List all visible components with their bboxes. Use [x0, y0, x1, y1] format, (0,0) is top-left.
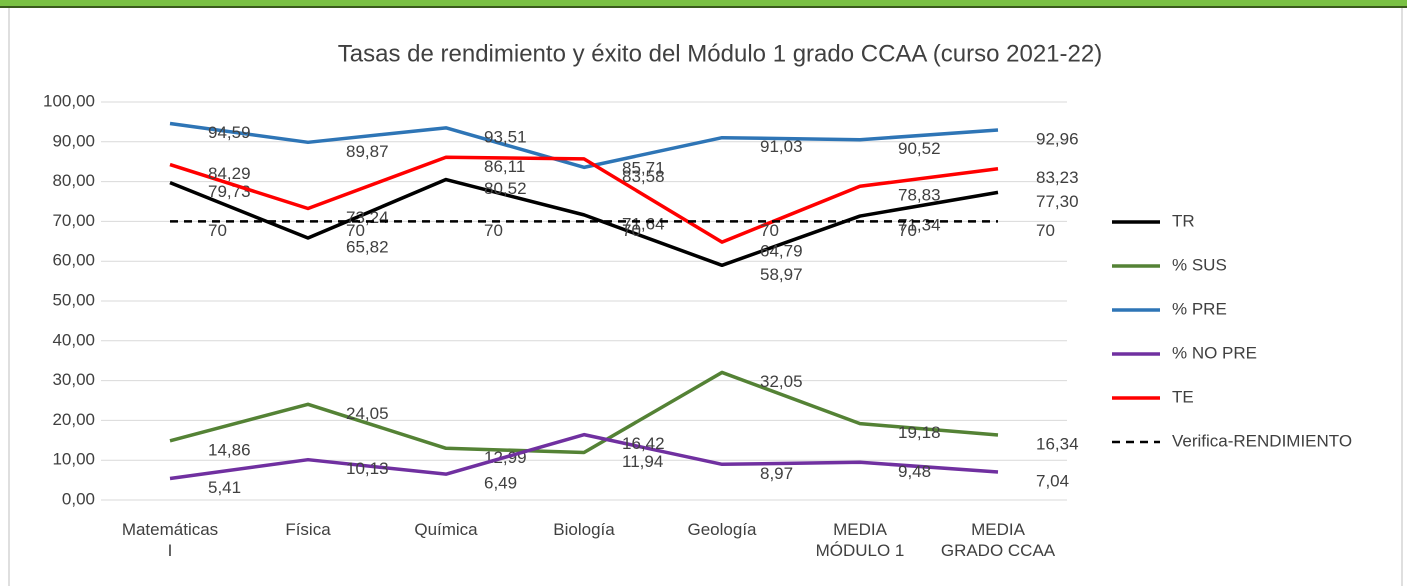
- top-band: [0, 0, 1407, 6]
- data-label: 89,87: [346, 142, 389, 161]
- data-label: 70: [622, 221, 641, 240]
- data-label: 94,59: [208, 123, 251, 142]
- data-label: 86,11: [484, 157, 525, 176]
- data-label: 92,96: [1036, 130, 1079, 149]
- x-tick-label: Química: [414, 520, 478, 539]
- data-label: 78,83: [898, 186, 941, 205]
- x-tick-label: Geología: [687, 520, 757, 539]
- data-label: 70: [1036, 221, 1055, 240]
- legend-label: % NO PRE: [1172, 343, 1257, 362]
- legend-label: TR: [1172, 211, 1195, 230]
- y-tick-label: 10,00: [52, 450, 95, 469]
- data-label: 90,52: [898, 139, 941, 158]
- series-line: [169, 155, 999, 244]
- data-label: 32,05: [760, 372, 803, 391]
- data-label: 14,86: [208, 440, 251, 459]
- legend-label: % PRE: [1172, 299, 1227, 318]
- data-label: 8,97: [760, 464, 793, 483]
- legend-label: TE: [1172, 387, 1194, 406]
- data-label: 80,52: [484, 179, 527, 198]
- data-label: 64,79: [760, 242, 803, 261]
- y-tick-label: 0,00: [62, 489, 95, 508]
- data-label: 16,34: [1036, 434, 1079, 453]
- data-label: 71,64: [622, 214, 665, 233]
- data-label: 84,29: [208, 164, 251, 183]
- data-label: 11,94: [622, 452, 663, 471]
- data-label: 58,97: [760, 265, 803, 284]
- y-tick-label: 60,00: [52, 251, 95, 270]
- legend-label: Verifica-RENDIMIENTO: [1172, 431, 1352, 450]
- y-tick-label: 50,00: [52, 290, 95, 309]
- data-label: 77,30: [1036, 192, 1079, 211]
- y-tick-label: 100,00: [43, 91, 95, 110]
- y-tick-label: 90,00: [52, 131, 95, 150]
- chart-title: Tasas de rendimiento y éxito del Módulo …: [338, 40, 1102, 67]
- data-label: 70: [760, 221, 779, 240]
- data-label: 91,03: [760, 137, 803, 156]
- series-line: [169, 177, 999, 268]
- data-label: 6,49: [484, 474, 517, 493]
- data-label: 85,71: [622, 158, 665, 177]
- data-label: 7,04: [1036, 471, 1069, 490]
- data-label: 70: [346, 221, 365, 240]
- y-tick-label: 30,00: [52, 370, 95, 389]
- series-line: [169, 370, 999, 455]
- data-label: 83,58: [622, 167, 665, 186]
- data-label: 70: [898, 221, 917, 240]
- data-label: 83,23: [1036, 168, 1079, 187]
- data-label: 93,51: [484, 127, 527, 146]
- y-tick-label: 20,00: [52, 410, 95, 429]
- data-label: 19,18: [898, 423, 941, 442]
- data-label: 65,82: [346, 238, 389, 257]
- data-label: 70: [208, 221, 227, 240]
- data-label: 9,48: [898, 462, 931, 481]
- series-line: [169, 121, 999, 170]
- y-tick-label: 40,00: [52, 330, 95, 349]
- x-tick-label: MEDIA GRADO CCAA: [940, 520, 1056, 560]
- legend-label: % SUS: [1172, 255, 1227, 274]
- series-line: [169, 432, 999, 481]
- data-label: 70: [484, 221, 503, 240]
- data-label: 5,41: [208, 478, 241, 497]
- data-label: 24,05: [346, 404, 389, 423]
- y-tick-label: 70,00: [52, 211, 95, 230]
- x-tick-label: Matemáticas I: [121, 520, 219, 560]
- x-tick-label: MEDIA MÓDULO 1: [815, 520, 905, 560]
- data-label: 10,13: [346, 459, 389, 478]
- x-tick-label: Biología: [553, 520, 615, 539]
- data-label: 16,42: [622, 434, 665, 453]
- y-tick-label: 80,00: [52, 171, 95, 190]
- x-tick-label: Física: [285, 520, 331, 539]
